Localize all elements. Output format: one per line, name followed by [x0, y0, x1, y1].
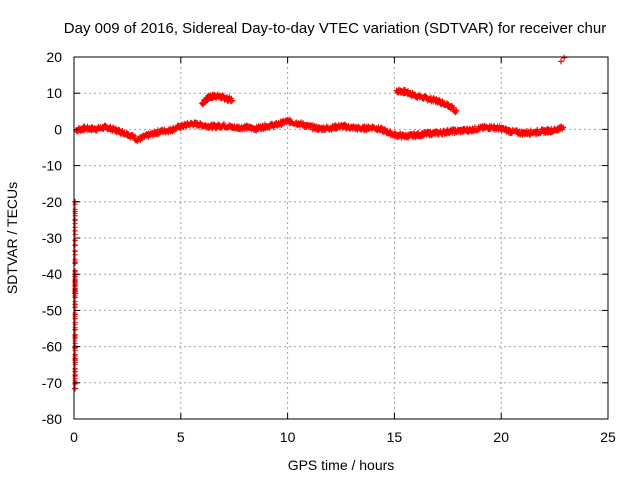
- series: [558, 54, 568, 65]
- y-tick-label: 10: [46, 85, 62, 101]
- data-point: [72, 385, 78, 391]
- y-tick-label: -40: [42, 266, 62, 282]
- data-point: [387, 128, 393, 134]
- data-point: [560, 125, 566, 131]
- x-tick-label: 5: [177, 429, 185, 445]
- series: [73, 116, 567, 144]
- data-point: [72, 326, 78, 332]
- y-tick-label: -30: [42, 230, 62, 246]
- data-point: [229, 99, 235, 105]
- data-point: [72, 269, 78, 275]
- data-point: [72, 231, 78, 237]
- x-tick-label: 0: [70, 429, 78, 445]
- x-tick-label: 10: [280, 429, 296, 445]
- data-point: [72, 380, 78, 386]
- data-point: [72, 359, 78, 365]
- data-point: [451, 104, 457, 110]
- y-tick-label: -80: [42, 411, 62, 427]
- data-point: [453, 107, 459, 113]
- series: [393, 86, 460, 116]
- series: [72, 198, 79, 392]
- y-tick-label: -50: [42, 302, 62, 318]
- data-point: [221, 120, 227, 126]
- data-point: [72, 216, 78, 222]
- data-point: [132, 133, 138, 139]
- data-point: [558, 58, 565, 65]
- data-point: [72, 201, 78, 207]
- data-point: [72, 252, 78, 258]
- x-tick-label: 20: [493, 429, 509, 445]
- y-tick-label: 0: [54, 121, 62, 137]
- data-point: [72, 347, 78, 353]
- y-tick-label: -10: [42, 158, 62, 174]
- y-axis-label: SDTVAR / TECUs: [4, 182, 20, 294]
- x-axis-label: GPS time / hours: [288, 457, 395, 473]
- x-tick-label: 15: [387, 429, 403, 445]
- x-tick-label: 25: [600, 429, 616, 445]
- data-point: [561, 54, 568, 61]
- chart-title: Day 009 of 2016, Sidereal Day-to-day VTE…: [64, 20, 606, 37]
- y-tick-label: -60: [42, 339, 62, 355]
- data-point: [72, 305, 78, 311]
- y-tick-label: 20: [46, 49, 62, 65]
- data-point: [72, 260, 78, 266]
- y-tick-label: -20: [42, 194, 62, 210]
- axis-ticks: 0 5 10 15 20 25 20 10 0 -10 -20 -30 -40 -50 -60 -70 -80: [42, 49, 616, 445]
- data-point: [72, 242, 78, 248]
- data-point: [287, 116, 293, 122]
- series: [199, 91, 236, 108]
- y-tick-label: -70: [42, 375, 62, 391]
